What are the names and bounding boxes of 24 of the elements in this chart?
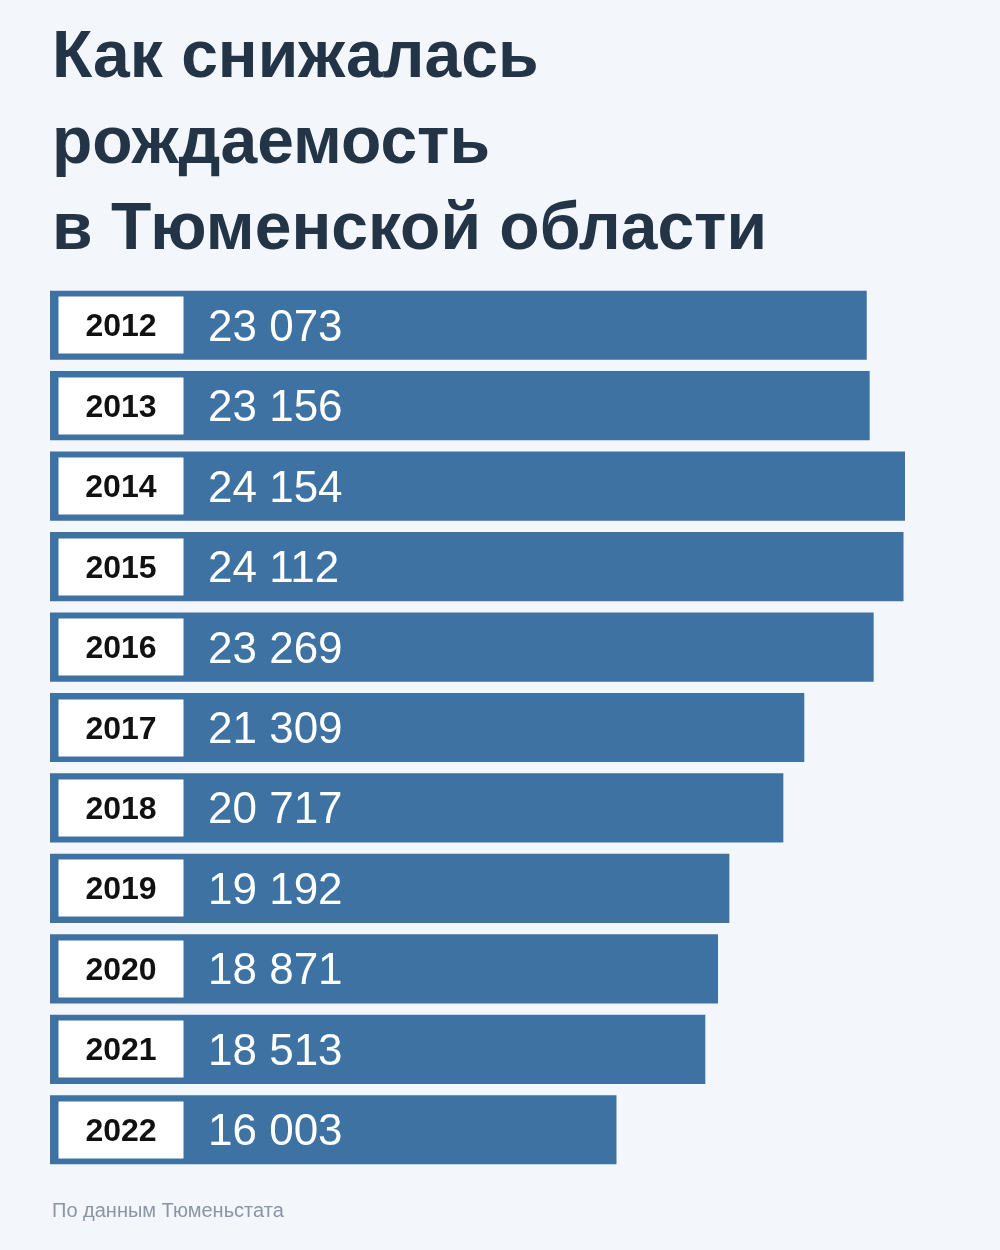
data-label: 24 154 <box>208 462 343 511</box>
data-label: 20 717 <box>208 783 343 832</box>
text: По данным Тюменьстата <box>52 1199 285 1221</box>
y-tick-label: 2013 <box>85 388 157 424</box>
data-label: 18 513 <box>208 1025 343 1074</box>
y-tick-label: 2021 <box>85 1031 157 1067</box>
y-tick-label: 2017 <box>85 710 157 746</box>
data-label: 16 003 <box>208 1105 343 1154</box>
y-tick-label: 2012 <box>85 307 157 343</box>
chart-title: Как снижалась рождаемость в Тюменской области <box>52 17 768 263</box>
data-label: 23 269 <box>208 623 343 672</box>
data-label: 23 073 <box>208 301 343 350</box>
y-tick-label: 2020 <box>85 951 157 987</box>
y-tick-label: 2016 <box>85 629 157 665</box>
y-tick-label: 2015 <box>85 549 157 585</box>
data-label: 24 112 <box>208 542 340 591</box>
y-tick-label: 2014 <box>85 468 157 504</box>
data-label: 19 192 <box>208 864 343 913</box>
data-label: 23 156 <box>208 381 343 430</box>
y-tick-label: 2019 <box>85 870 157 906</box>
y-tick-label: 2022 <box>85 1112 157 1148</box>
data-label: 21 309 <box>208 703 343 752</box>
y-tick-label: 2018 <box>85 790 157 826</box>
data-label: 18 871 <box>208 944 343 993</box>
